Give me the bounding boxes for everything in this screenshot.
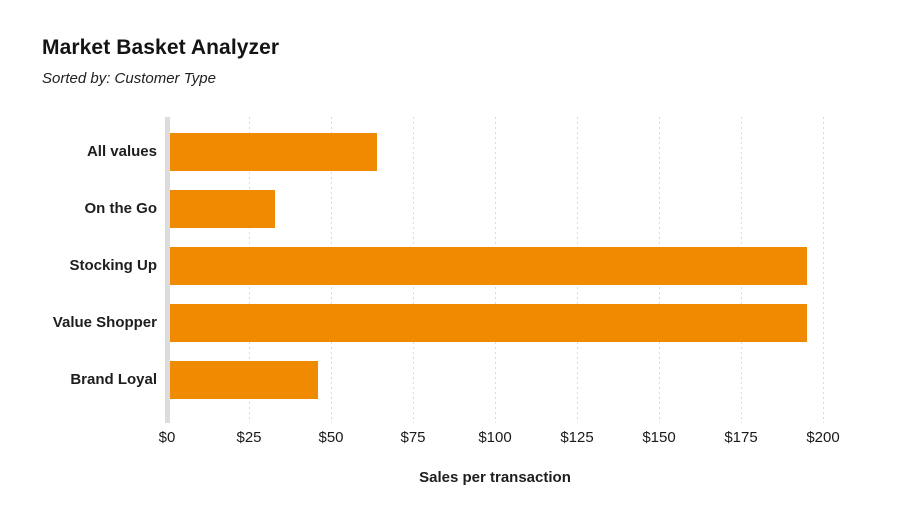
category-label-brand-loyal: Brand Loyal: [70, 371, 157, 388]
y-axis-labels: All values On the Go Stocking Up Value Shop…: [42, 117, 157, 423]
x-axis-tick-label-75: $75: [400, 429, 426, 446]
page-subtitle: Sorted by: Customer Type: [42, 70, 216, 87]
x-axis-tick-label-125: $125: [560, 429, 594, 446]
bar-value-shopper[interactable]: [167, 304, 807, 342]
x-axis-tick-label-150: $150: [642, 429, 676, 446]
category-label-stocking-up: Stocking Up: [69, 257, 157, 274]
zero-axis-line: [165, 117, 170, 423]
bar-brand-loyal[interactable]: [167, 361, 318, 399]
x-axis-ticks: $0 $25 $50 $75 $100 $125 $150 $175 $200: [159, 429, 840, 449]
x-axis-tick-label-50: $50: [318, 429, 344, 446]
x-axis-tick-label-0: $0: [158, 429, 176, 446]
x-axis-tick-label-25: $25: [236, 429, 262, 446]
category-label-value-shopper: Value Shopper: [52, 314, 157, 331]
x-axis-tick-label-175: $175: [724, 429, 758, 446]
x-axis-tick-label-100: $100: [478, 429, 512, 446]
bar-stocking-up[interactable]: [167, 247, 807, 285]
page-title: Market Basket Analyzer: [42, 36, 280, 59]
category-label-all-values: All values: [86, 143, 157, 160]
bar-on-the-go[interactable]: [167, 190, 276, 228]
category-label-on-the-go: On the Go: [84, 200, 158, 217]
bar-chart: All values On the Go Stocking Up Value Shop…: [42, 117, 902, 486]
x-axis-title: Sales per transaction: [419, 469, 571, 486]
chart-header: Market Basket Analyzer Sorted by: Custom…: [42, 36, 279, 87]
plot-area: [165, 117, 824, 423]
gridline-200: [823, 117, 824, 423]
x-axis-tick-label-200: $200: [806, 429, 840, 446]
bar-all-values[interactable]: [167, 133, 377, 171]
